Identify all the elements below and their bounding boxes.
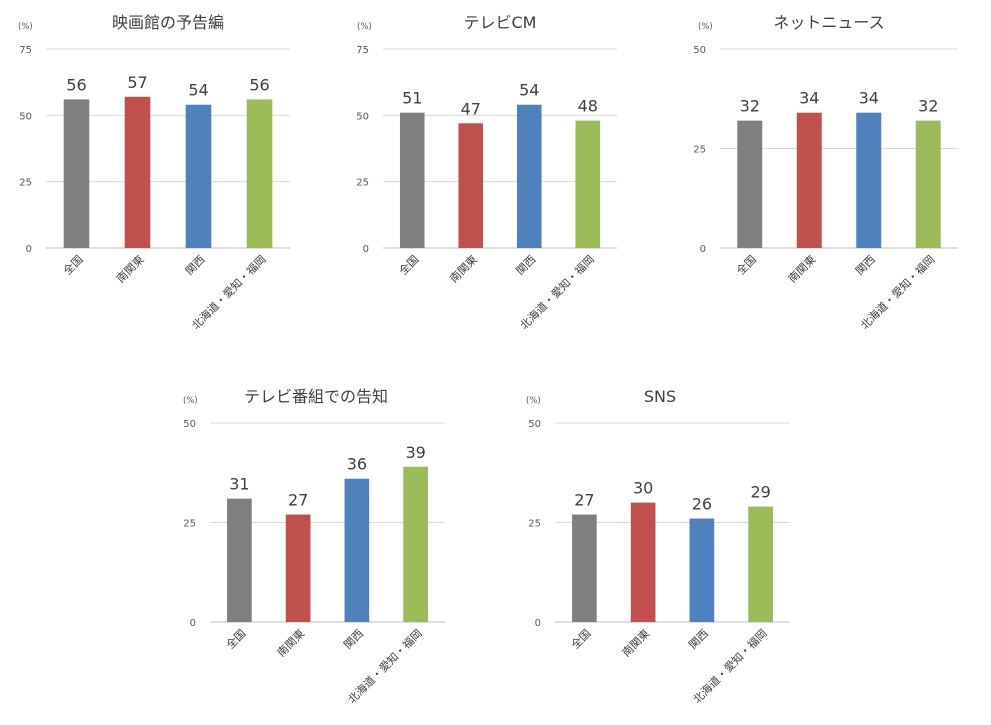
x-tick-label: 全国	[733, 252, 758, 277]
data-label: 56	[249, 75, 269, 94]
bar-1	[63, 99, 90, 248]
data-label: 36	[347, 455, 367, 474]
bar-2	[124, 96, 151, 248]
y-tick-label: 75	[356, 45, 369, 56]
y-tick-label: 0	[535, 618, 541, 629]
data-label: 48	[578, 97, 598, 116]
x-tick-label: 関西	[686, 627, 711, 652]
y-tick-label: 50	[19, 111, 32, 122]
x-tick-label: 関西	[514, 253, 539, 278]
y-tick-label: 50	[356, 111, 369, 122]
y-unit-label: (%)	[18, 22, 33, 32]
bar-1	[572, 514, 597, 622]
y-unit-label: (%)	[698, 22, 713, 32]
data-label: 54	[188, 81, 208, 100]
data-label: 57	[127, 73, 147, 92]
x-tick-label: 関西	[853, 253, 878, 278]
y-tick-label: 25	[528, 519, 541, 530]
bar-2	[458, 123, 484, 248]
y-tick-label: 25	[693, 145, 706, 156]
bar-2	[796, 112, 822, 249]
data-label: 51	[402, 89, 422, 108]
x-tick-label: 全国	[60, 252, 85, 277]
data-label: 39	[405, 443, 425, 462]
bar-2	[630, 502, 656, 622]
x-tick-label: 南関東	[620, 627, 653, 660]
x-tick-label: 南関東	[786, 253, 819, 286]
data-label: 34	[799, 89, 819, 108]
data-label: 29	[750, 483, 770, 502]
bar-chart-4: テレビ番組での告知(%)0255031全国27南関東36関西39北海道・愛知・福…	[183, 387, 445, 706]
x-tick-label: 南関東	[114, 253, 147, 286]
x-tick-label: 全国	[568, 626, 593, 651]
bar-4	[915, 120, 941, 248]
data-label: 56	[66, 75, 86, 94]
bar-4	[403, 466, 428, 622]
bar-4	[748, 506, 773, 622]
bar-1	[227, 498, 252, 622]
y-tick-label: 25	[19, 178, 32, 189]
y-tick-label: 0	[26, 244, 32, 255]
x-tick-label: 関西	[341, 627, 366, 652]
y-tick-label: 50	[183, 419, 196, 430]
y-tick-label: 50	[693, 45, 706, 56]
data-label: 26	[692, 495, 712, 514]
chart-title: ネットニュース	[773, 13, 884, 32]
bar-1	[399, 112, 425, 249]
y-unit-label: (%)	[183, 396, 198, 406]
data-label: 32	[918, 97, 938, 116]
y-tick-label: 25	[356, 178, 369, 189]
y-tick-label: 75	[19, 45, 32, 56]
y-unit-label: (%)	[357, 22, 372, 32]
x-tick-label: 全国	[223, 626, 248, 651]
x-tick-label: 関西	[183, 253, 208, 278]
chart-title: 映画館の予告編	[112, 13, 224, 32]
chart-title: テレビCM	[464, 13, 537, 32]
bar-4	[575, 120, 601, 248]
chart-title: テレビ番組での告知	[244, 387, 388, 406]
bar-2	[285, 514, 311, 622]
bar-3	[856, 112, 882, 249]
x-tick-label: 南関東	[275, 627, 308, 660]
data-label: 54	[519, 81, 539, 100]
y-unit-label: (%)	[526, 396, 541, 406]
data-label: 27	[288, 491, 308, 510]
x-tick-label: 南関東	[447, 253, 480, 286]
bar-3	[185, 104, 212, 248]
y-tick-label: 0	[700, 244, 706, 255]
y-tick-label: 0	[363, 244, 369, 255]
y-tick-label: 50	[528, 419, 541, 430]
chart-title: SNS	[644, 387, 676, 406]
bar-3	[516, 104, 542, 248]
data-label: 27	[574, 491, 594, 510]
x-tick-label: 全国	[396, 252, 421, 277]
y-tick-label: 0	[190, 618, 196, 629]
y-tick-label: 25	[183, 519, 196, 530]
bar-4	[246, 99, 273, 248]
data-label: 32	[740, 97, 760, 116]
data-label: 47	[461, 99, 481, 118]
bar-3	[689, 518, 715, 622]
data-label: 31	[229, 475, 249, 494]
data-label: 30	[633, 479, 653, 498]
bar-1	[737, 120, 763, 248]
bar-chart-1: 映画館の予告編(%)025507556全国57南関東54関西56北海道・愛知・福…	[18, 13, 290, 332]
data-label: 34	[859, 89, 879, 108]
bar-3	[344, 478, 370, 622]
